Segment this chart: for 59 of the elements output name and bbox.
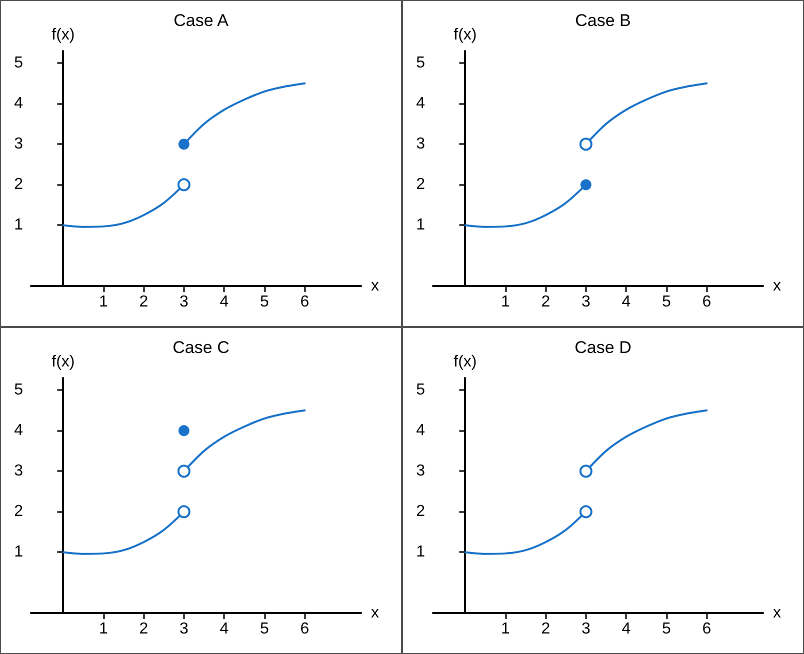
chart-title: Case B [575,11,631,30]
y-tick-label: 1 [416,216,426,234]
x-tick-label: 1 [98,620,108,638]
x-tick-label: 2 [541,620,550,638]
y-tick-label: 2 [416,503,426,520]
x-tick-label: 2 [139,620,148,638]
x-tick-label: 3 [581,620,590,638]
y-tick-label: 5 [14,54,24,72]
y-axis-title: f(x) [454,26,477,44]
x-axis-title: x [371,604,379,622]
x-tick-label: 5 [260,294,269,310]
x-tick-label: 4 [622,294,631,310]
point [177,464,190,478]
x-tick-label: 6 [300,620,310,638]
x-tick-label: 5 [260,620,269,638]
chart-title: Case A [174,11,230,30]
y-axis-title: f(x) [52,354,75,370]
x-axis-title: x [773,278,781,294]
x-tick-label: 1 [98,294,108,310]
y-tick-label: 5 [416,382,426,399]
y-tick-label: 3 [416,462,426,480]
x-tick-label: 5 [662,294,671,310]
x-tick-label: 6 [702,620,712,638]
x-tick-label: 1 [500,620,510,638]
x-tick-label: 2 [139,294,148,310]
y-tick-label: 2 [416,176,426,194]
x-tick-label: 3 [179,294,188,310]
y-tick-label: 1 [14,216,24,234]
chart-title: Case C [172,338,230,357]
y-tick-label: 2 [14,176,24,194]
y-tick-label: 1 [14,544,24,561]
y-tick-label: 4 [416,422,426,440]
y-tick-label: 4 [14,95,24,112]
chart-title: Case D [574,338,632,357]
y-tick-label: 5 [14,382,24,399]
x-tick-label: 5 [662,620,671,638]
x-axis-title: x [773,604,781,622]
x-tick-label: 3 [179,620,188,638]
y-tick-label: 5 [416,54,426,72]
x-axis-title: x [371,278,379,294]
y-tick-label: 3 [14,462,24,480]
y-axis-title: f(x) [52,26,75,44]
x-tick-label: 6 [702,294,712,310]
point [177,505,190,518]
y-tick-label: 1 [416,544,426,561]
x-tick-label: 6 [300,294,310,310]
y-tick-label: 4 [14,422,24,440]
point [178,425,190,436]
y-tick-label: 2 [14,503,24,520]
y-tick-label: 3 [14,136,24,153]
y-tick-label: 4 [416,95,426,112]
x-tick-label: 4 [220,294,229,310]
x-tick-label: 4 [622,620,631,638]
x-tick-label: 2 [541,294,550,310]
x-tick-label: 3 [581,294,590,310]
y-tick-label: 3 [416,136,426,153]
x-tick-label: 4 [220,620,229,638]
x-tick-label: 1 [500,294,510,310]
y-axis-title: f(x) [454,354,477,370]
